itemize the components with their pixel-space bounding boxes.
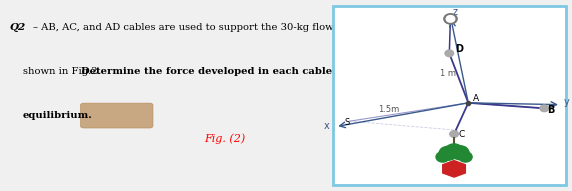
Text: A: A bbox=[473, 94, 479, 103]
Circle shape bbox=[446, 144, 463, 157]
Text: Q2: Q2 bbox=[10, 23, 26, 32]
Circle shape bbox=[444, 14, 457, 24]
Text: x: x bbox=[324, 121, 329, 130]
Circle shape bbox=[451, 146, 469, 160]
Circle shape bbox=[459, 152, 472, 162]
Circle shape bbox=[436, 152, 450, 162]
Text: equilibrium.: equilibrium. bbox=[23, 111, 93, 120]
Text: S: S bbox=[345, 118, 350, 127]
Text: 1.5m: 1.5m bbox=[378, 105, 399, 114]
Text: C: C bbox=[459, 130, 465, 139]
Circle shape bbox=[439, 146, 457, 160]
Text: B: B bbox=[547, 105, 554, 115]
Text: – AB, AC, and AD cables are used to support the 30-kg flowerpot as: – AB, AC, and AD cables are used to supp… bbox=[33, 23, 375, 32]
Polygon shape bbox=[443, 161, 466, 177]
Text: z: z bbox=[453, 7, 458, 17]
Text: Fig. (2): Fig. (2) bbox=[204, 134, 245, 144]
Text: y: y bbox=[563, 97, 569, 107]
Text: D: D bbox=[455, 45, 463, 54]
Text: shown in Fig.2.: shown in Fig.2. bbox=[23, 67, 104, 76]
Circle shape bbox=[446, 15, 455, 22]
Circle shape bbox=[450, 131, 458, 137]
FancyBboxPatch shape bbox=[81, 103, 153, 128]
Text: 1 m: 1 m bbox=[440, 69, 456, 78]
Circle shape bbox=[540, 105, 549, 112]
Text: Determine the force developed in each cable for: Determine the force developed in each ca… bbox=[81, 67, 352, 76]
Circle shape bbox=[445, 50, 454, 57]
